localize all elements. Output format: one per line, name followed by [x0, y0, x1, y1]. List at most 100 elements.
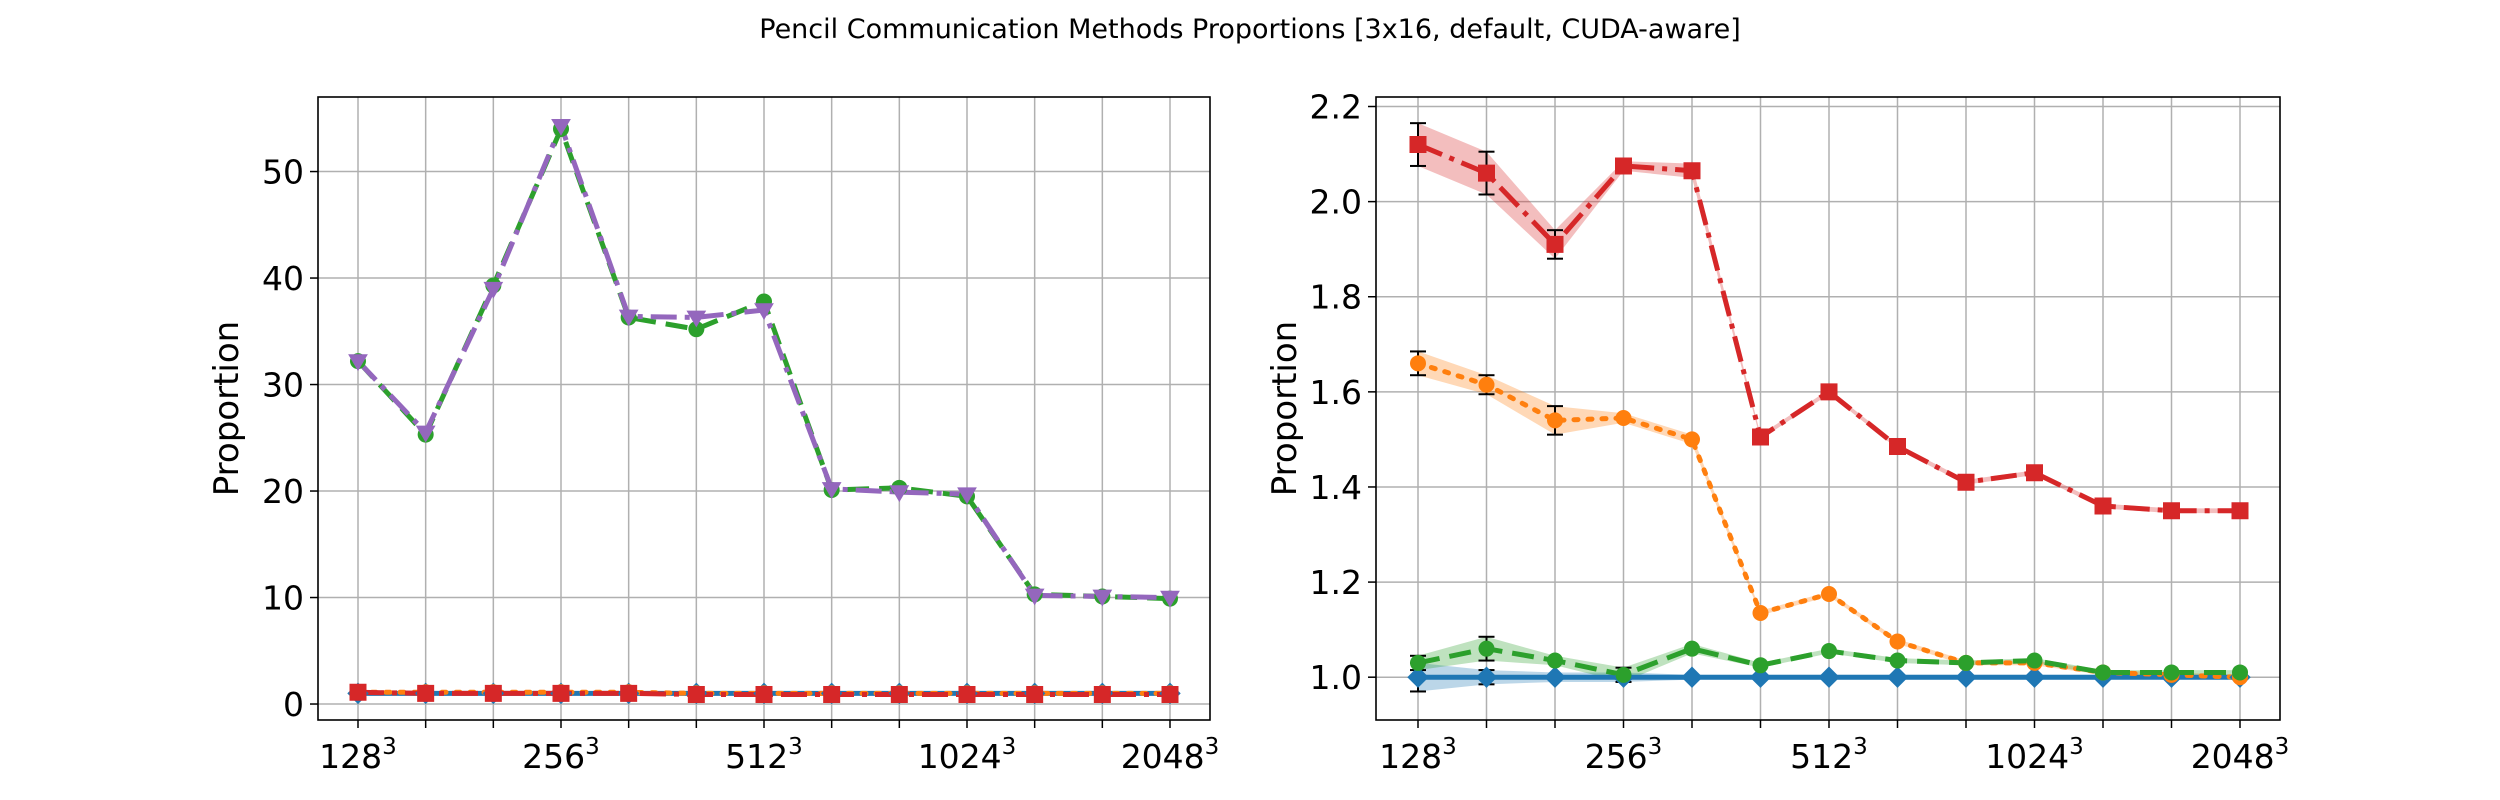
data-point [686, 310, 707, 328]
y-tick-label: 1.4 [1310, 468, 1362, 507]
y-axis-label: Proportion [207, 321, 247, 496]
x-tick-label: 1283 [319, 734, 397, 776]
y-tick-label: 2.0 [1310, 183, 1362, 222]
data-point [483, 281, 504, 299]
data-point [2232, 664, 2248, 681]
plot-area [347, 118, 1181, 705]
data-point [2231, 502, 2249, 520]
data-point [2026, 652, 2043, 669]
data-point [1957, 473, 1975, 491]
data-point [1161, 685, 1179, 703]
data-point [1955, 666, 1977, 688]
data-point [620, 684, 638, 702]
data-point [1820, 383, 1838, 401]
data-point [2023, 666, 2046, 688]
y-tick-label: 1.2 [1310, 563, 1362, 602]
data-point [754, 303, 774, 320]
axes-frame [1375, 96, 2281, 721]
data-point [1092, 589, 1113, 607]
y-axis-label: Proportion [1265, 321, 1305, 496]
data-point [1026, 685, 1044, 703]
data-point [2163, 502, 2180, 520]
y-tick-label: 10 [262, 579, 304, 618]
data-point [755, 685, 773, 703]
data-point [1547, 652, 1563, 669]
x-tick-label: 2563 [1585, 734, 1663, 776]
data-point [821, 482, 842, 499]
data-point [484, 684, 502, 702]
y-tick-label: 40 [262, 259, 304, 298]
data-point [1749, 666, 1772, 688]
data-point [1684, 431, 1700, 448]
data-point [1886, 666, 1909, 688]
panel-2: 1.0 1.2 1.4 1.6 1.8 2.0 2.2 1283 2563 5123 10243 20… [1265, 88, 2289, 776]
data-point [1681, 666, 1703, 688]
x-tick-label: 10243 [918, 734, 1017, 776]
data-point [552, 684, 570, 702]
data-point [1410, 654, 1426, 671]
data-point [1615, 666, 1632, 683]
data-point [1889, 633, 1906, 650]
data-point [1889, 438, 1906, 456]
data-point [1407, 666, 1429, 688]
panel-1: 0 10 20 30 40 50 1283 2563 5123 10243 20483 Proport… [207, 96, 1220, 776]
data-point [348, 354, 368, 372]
data-point [2094, 497, 2112, 515]
data-point [1615, 410, 1632, 427]
y-tick-label: 50 [262, 153, 304, 192]
data-point [823, 685, 841, 703]
data-point [1546, 235, 1564, 253]
x-tick-label: 1283 [1379, 734, 1457, 776]
y-tick-label: 2.2 [1310, 88, 1362, 127]
data-point [1478, 164, 1495, 182]
data-point [1889, 652, 1906, 669]
y-tick-label: 30 [262, 366, 304, 405]
data-point [889, 485, 910, 503]
data-point [687, 685, 705, 703]
data-point [1475, 666, 1498, 688]
data-point [1821, 585, 1837, 602]
data-point [349, 683, 367, 701]
data-point [1410, 355, 1426, 372]
data-point [2163, 664, 2180, 681]
data-point [551, 118, 571, 136]
data-point [688, 321, 705, 338]
data-point [1547, 412, 1563, 429]
data-point [1821, 643, 1837, 660]
data-point [1478, 376, 1495, 393]
series-band [1418, 351, 2240, 680]
data-point [2026, 464, 2043, 482]
data-point [1752, 428, 1769, 446]
axes-frame [317, 96, 1211, 721]
x-tick-label: 20483 [1121, 734, 1220, 776]
x-tick-label: 20483 [2191, 734, 2290, 776]
data-point [1093, 685, 1111, 703]
x-tick-label: 2563 [522, 734, 600, 776]
x-tick-label: 5123 [1790, 734, 1868, 776]
x-tick-label: 5123 [725, 734, 803, 776]
data-point [890, 685, 908, 703]
data-point [1024, 588, 1045, 606]
y-tick-label: 1.6 [1310, 373, 1362, 412]
figure-title: Pencil Communication Methods Proportions… [759, 14, 1741, 45]
y-tick-label: 1.8 [1310, 278, 1362, 317]
data-point [957, 487, 977, 505]
data-point [1544, 666, 1566, 688]
data-point [1684, 640, 1700, 657]
x-tick-label: 10243 [1985, 734, 2084, 776]
data-point [1752, 604, 1769, 621]
data-point [417, 684, 435, 702]
y-tick-label: 0 [283, 685, 304, 724]
data-point [1683, 162, 1701, 180]
data-point [1615, 157, 1632, 175]
y-tick-label: 1.0 [1310, 658, 1362, 697]
data-point [958, 685, 976, 703]
data-point [1818, 666, 1840, 688]
data-point [1160, 590, 1180, 608]
plot-area [1407, 122, 2251, 693]
y-tick-label: 20 [262, 472, 304, 511]
data-point [1752, 657, 1769, 674]
data-point [1409, 136, 1427, 154]
